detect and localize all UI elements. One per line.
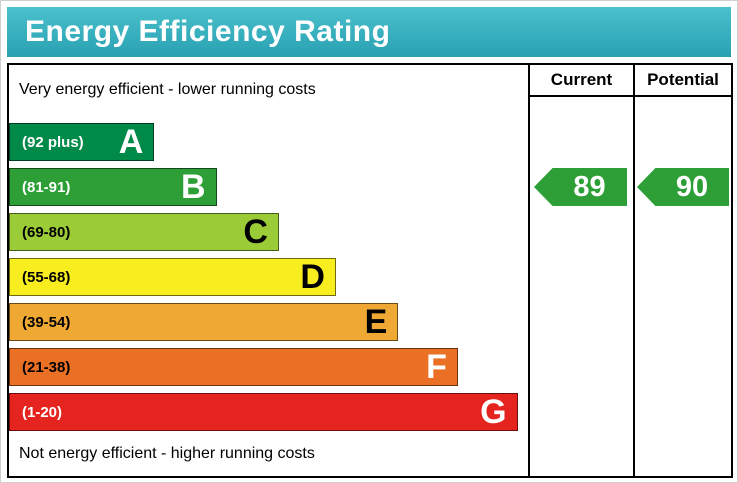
band-letter: D — [300, 258, 325, 296]
potential-rating-value: 90 — [675, 170, 709, 203]
chart-area: Very energy efficient - lower running co… — [7, 63, 733, 478]
band-letter: B — [181, 168, 206, 206]
current-rating-value: 89 — [573, 170, 606, 203]
current-rating-arrow: 89 — [534, 168, 627, 206]
band-letter: C — [243, 213, 268, 251]
potential-column: Potential — [633, 65, 731, 476]
bottom-note: Not energy efficient - higher running co… — [19, 445, 315, 462]
band-bar-b: (81-91) B — [9, 168, 217, 206]
band-range-label: (1-20) — [22, 403, 63, 421]
band-row-g: (1-20) G — [9, 393, 528, 431]
band-bar-a: (92 plus) A — [9, 123, 155, 161]
band-row-d: (55-68) D — [9, 258, 528, 296]
chart-title: Energy Efficiency Rating — [25, 15, 391, 48]
band-bar-e: (39-54) E — [9, 303, 399, 341]
potential-column-header: Potential — [635, 65, 731, 97]
band-bar-g: (1-20) G — [9, 393, 518, 431]
band-range-label: (39-54) — [22, 313, 71, 331]
band-letter: A — [118, 123, 144, 161]
top-note: Very energy efficient - lower running co… — [19, 81, 316, 98]
band-range-label: (21-38) — [22, 358, 71, 376]
bands-container: (92 plus) A (81-91) B (69-80) C (55-68) D (39-54… — [9, 123, 528, 438]
band-bar-f: (21-38) F — [9, 348, 458, 386]
band-letter: F — [426, 348, 447, 386]
band-letter: G — [480, 393, 507, 431]
band-row-a: (92 plus) A — [9, 123, 528, 161]
band-bar-c: (69-80) C — [9, 213, 279, 251]
band-range-label: (92 plus) — [22, 133, 84, 151]
band-row-b: (81-91) B — [9, 168, 528, 206]
band-letter: E — [364, 303, 388, 341]
potential-rating-arrow: 90 — [637, 168, 729, 206]
band-range-label: (81-91) — [22, 178, 71, 196]
band-row-e: (39-54) E — [9, 303, 528, 341]
current-column-header: Current — [530, 65, 633, 97]
current-column: Current — [528, 65, 633, 476]
band-row-c: (69-80) C — [9, 213, 528, 251]
band-row-f: (21-38) F — [9, 348, 528, 386]
band-bar-d: (55-68) D — [9, 258, 336, 296]
chart-title-bar: Energy Efficiency Rating — [7, 7, 731, 57]
band-range-label: (69-80) — [22, 223, 71, 241]
band-range-label: (55-68) — [22, 268, 71, 286]
